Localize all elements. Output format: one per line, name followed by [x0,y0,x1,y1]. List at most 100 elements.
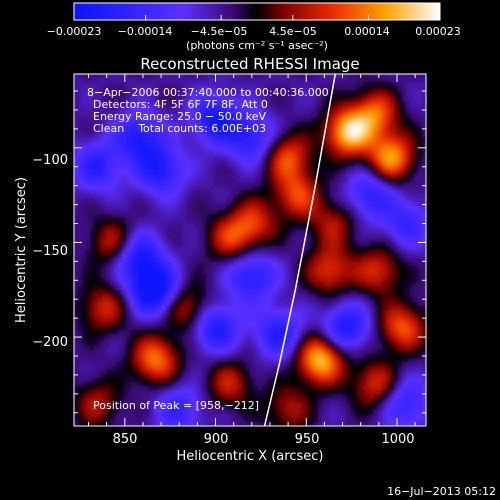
heatmap-cell [122,178,127,183]
heatmap-cell [322,186,327,191]
heatmap-cell [178,214,183,219]
heatmap-cell [114,258,119,263]
heatmap-cell [326,210,331,215]
heatmap-cell [270,166,275,171]
heatmap-cell [270,138,275,143]
heatmap-cell [162,150,167,155]
heatmap-cell [178,198,183,203]
heatmap-cell [242,282,247,287]
heatmap-cell [374,82,379,87]
heatmap-cell [138,294,143,299]
heatmap-cell [138,278,143,283]
heatmap-cell [218,158,223,163]
heatmap-cell [326,142,331,147]
heatmap-cell [294,186,299,191]
heatmap-cell [362,142,367,147]
heatmap-cell [290,282,295,287]
heatmap-cell [282,110,287,115]
heatmap-cell [118,102,123,107]
heatmap-cell [362,122,367,127]
heatmap-cell [78,74,83,79]
heatmap-cell [366,242,371,247]
heatmap-cell [86,130,91,135]
heatmap-cell [174,106,179,111]
heatmap-cell [254,102,259,107]
heatmap-cell [350,270,355,275]
heatmap-cell [90,198,95,203]
heatmap-cell [138,242,143,247]
heatmap-cell [106,126,111,131]
heatmap-cell [90,206,95,211]
heatmap-cell [338,258,343,263]
heatmap-cell [194,82,199,87]
heatmap-cell [110,82,115,87]
heatmap-cell [290,230,295,235]
heatmap-cell [98,106,103,111]
heatmap-cell [406,126,411,131]
heatmap-cell [322,94,327,99]
heatmap-cell [414,202,419,207]
heatmap-cell [322,218,327,223]
heatmap-cell [334,218,339,223]
heatmap-cell [246,270,251,275]
heatmap-cell [222,150,227,155]
heatmap-cell [194,226,199,231]
heatmap-cell [306,214,311,219]
heatmap-cell [86,286,91,291]
heatmap-cell [422,186,426,191]
heatmap-cell [90,94,95,99]
heatmap-cell [142,266,147,271]
heatmap-cell [350,126,355,131]
heatmap-cell [246,206,251,211]
heatmap-cell [250,258,255,263]
heatmap-cell [334,234,339,239]
heatmap-cell [374,286,379,291]
heatmap-cell [306,242,311,247]
heatmap-cell [230,166,235,171]
heatmap-cell [126,178,131,183]
heatmap-cell [394,246,399,251]
heatmap-cell [234,110,239,115]
heatmap-cell [198,134,203,139]
heatmap-cell [158,222,163,227]
heatmap-cell [98,266,103,271]
heatmap-cell [370,150,375,155]
heatmap-cell [298,138,303,143]
heatmap-cell [406,214,411,219]
heatmap-cell [146,210,151,215]
heatmap-cell [182,210,187,215]
heatmap-cell [114,170,119,175]
heatmap-cell [370,214,375,219]
heatmap-cell [122,294,127,299]
heatmap-cell [114,130,119,135]
heatmap-cell [290,122,295,127]
heatmap-cell [134,298,139,303]
heatmap-cell [86,186,91,191]
heatmap-cell [302,198,307,203]
heatmap-cell [270,226,275,231]
heatmap-cell [322,142,327,147]
heatmap-cell [422,214,426,219]
heatmap-cell [278,138,283,143]
heatmap-cell [242,254,247,259]
heatmap-cell [290,290,295,295]
heatmap-cell [354,106,359,111]
heatmap-cell [150,94,155,99]
heatmap-cell [282,234,287,239]
heatmap-cell [350,150,355,155]
heatmap-cell [342,218,347,223]
heatmap-cell [206,218,211,223]
heatmap-cell [250,282,255,287]
heatmap-cell [178,202,183,207]
heatmap-cell [346,258,351,263]
heatmap-cell [154,162,159,167]
heatmap-cell [218,166,223,171]
heatmap-cell [162,226,167,231]
heatmap-cell [354,290,359,295]
heatmap-cell [282,298,287,303]
heatmap-cell [166,142,171,147]
heatmap-cell [178,150,183,155]
heatmap-cell [194,282,199,287]
heatmap-cell [170,98,175,103]
heatmap-cell [410,190,415,195]
